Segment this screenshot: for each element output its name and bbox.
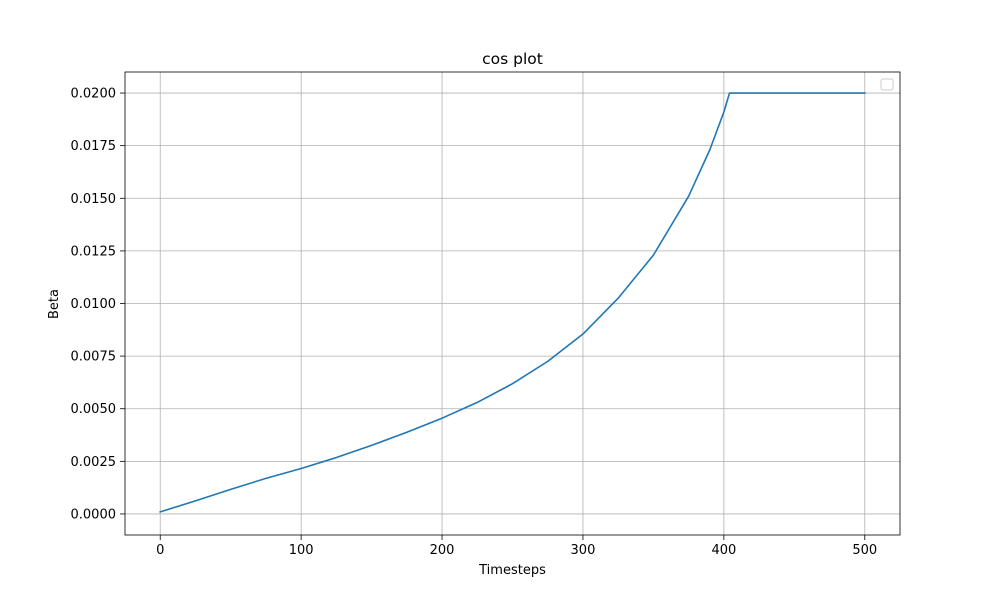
x-axis-title: Timesteps (478, 563, 546, 578)
x-tick-label: 400 (711, 543, 736, 558)
legend-box (880, 78, 894, 91)
y-tick-label: 0.0050 (71, 402, 117, 417)
x-tick-label: 200 (430, 543, 455, 558)
x-tick-label: 0 (156, 543, 164, 558)
y-axis: 0.0000 0.0025 0.0050 0.0075 0.0100 0.0125 0.01… (71, 87, 125, 522)
series-line (159, 92, 866, 513)
y-tick-label: 0.0000 (71, 507, 117, 522)
y-tick-label: 0.0200 (71, 87, 117, 102)
series-layer (159, 92, 866, 513)
y-tick-label: 0.0125 (71, 244, 117, 259)
y-tick-label: 0.0025 (71, 455, 117, 470)
x-tick-label: 500 (852, 543, 877, 558)
x-tick-label: 300 (571, 543, 596, 558)
y-tick-label: 0.0175 (71, 139, 117, 154)
chart-title: cos plot (482, 50, 543, 68)
x-tick-label: 100 (289, 543, 314, 558)
y-tick-label: 0.0150 (71, 192, 117, 207)
y-tick-label: 0.0075 (71, 350, 117, 365)
grid (125, 72, 900, 535)
y-tick-label: 0.0100 (71, 297, 117, 312)
x-axis: 0 100 200 300 400 500 (156, 535, 877, 558)
y-axis-title: Beta (47, 289, 62, 319)
